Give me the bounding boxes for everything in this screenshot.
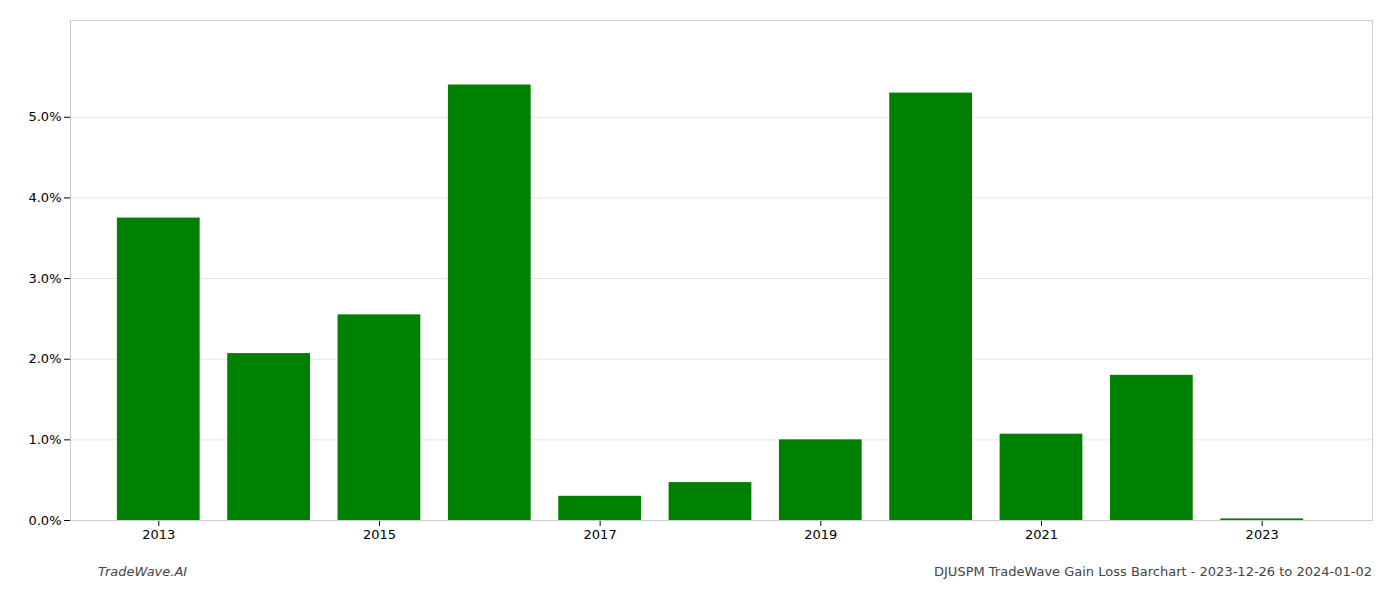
svg-text:2021: 2021	[1025, 527, 1058, 542]
svg-text:2019: 2019	[804, 527, 837, 542]
svg-text:2023: 2023	[1246, 527, 1279, 542]
svg-text:4.0%: 4.0%	[28, 190, 61, 205]
svg-text:3.0%: 3.0%	[28, 271, 61, 286]
svg-text:1.0%: 1.0%	[28, 432, 61, 447]
svg-text:2013: 2013	[142, 527, 175, 542]
svg-text:0.0%: 0.0%	[28, 513, 61, 528]
svg-text:2015: 2015	[363, 527, 396, 542]
svg-text:2017: 2017	[584, 527, 617, 542]
html-text:DJUSPM TradeWave Gain Loss Bar: DJUSPM TradeWave Gain Loss Barchart - 20…	[934, 564, 1372, 579]
svg-text:5.0%: 5.0%	[28, 109, 61, 124]
svg-text:2.0%: 2.0%	[28, 351, 61, 366]
html-text:TradeWave.AI: TradeWave.AI	[98, 564, 188, 579]
